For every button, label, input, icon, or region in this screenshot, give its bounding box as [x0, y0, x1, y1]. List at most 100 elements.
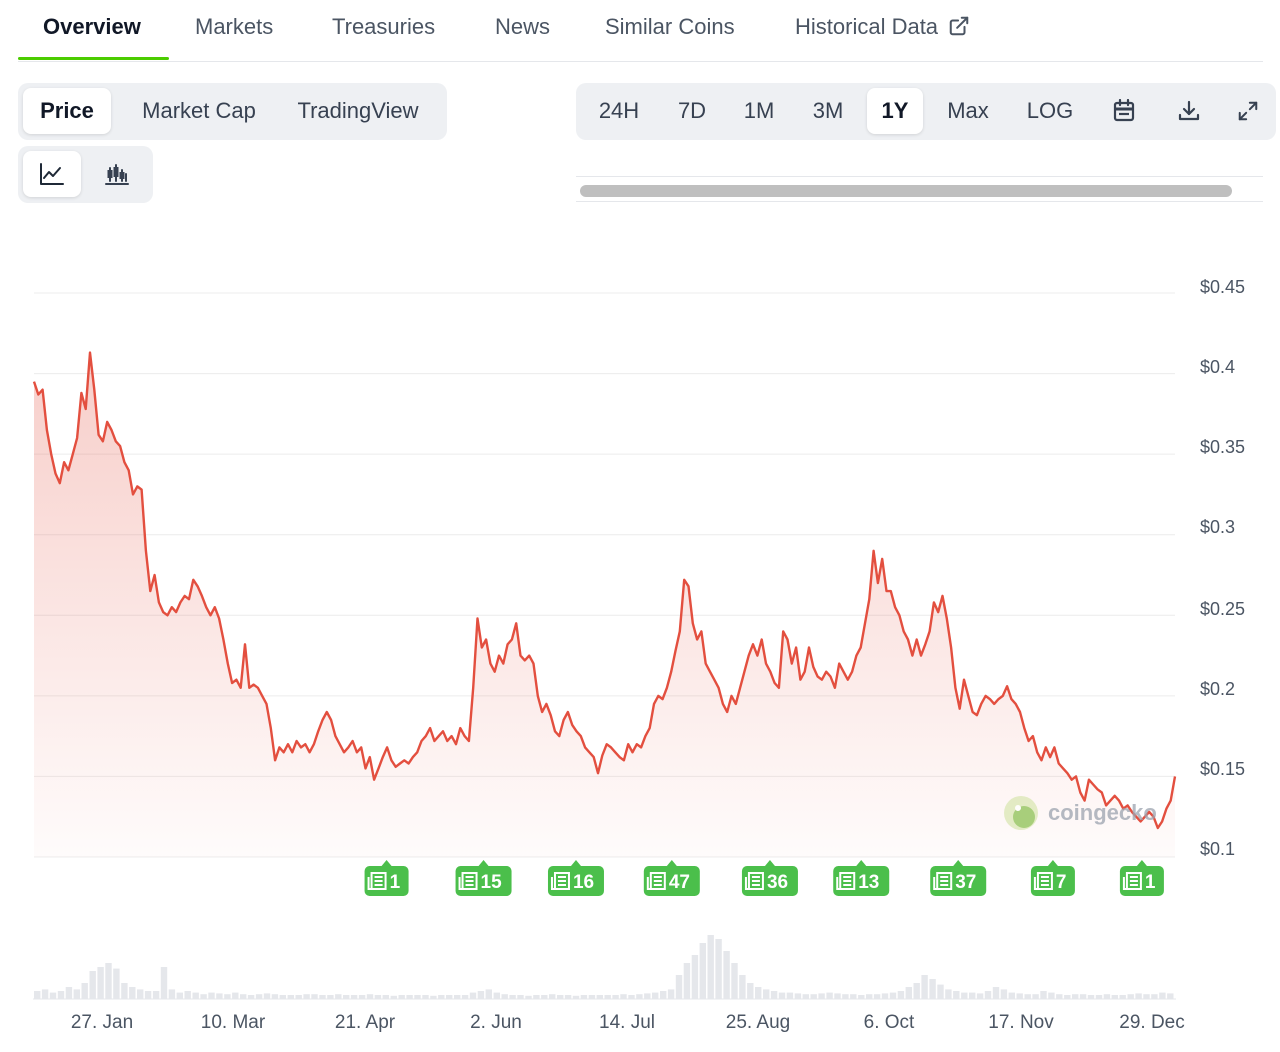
newspaper-icon — [646, 872, 666, 890]
volume-bar — [247, 995, 255, 999]
volume-bar — [279, 995, 286, 999]
news-count: 1 — [390, 872, 401, 893]
volume-bar — [755, 987, 762, 999]
date-range-button[interactable] — [1095, 88, 1153, 134]
volume-bar — [826, 992, 833, 999]
volume-bar — [65, 987, 73, 999]
volume-bar — [414, 995, 421, 999]
volume-bar — [1159, 992, 1166, 999]
news-count: 36 — [767, 872, 788, 893]
tab-overview[interactable]: Overview — [43, 14, 141, 39]
tab-price[interactable]: Price — [23, 88, 111, 134]
volume-bar — [1079, 994, 1087, 999]
y-tick-label: $0.15 — [1200, 759, 1245, 779]
tab-tradingview[interactable]: TradingView — [297, 98, 419, 123]
news-count: 13 — [858, 872, 879, 893]
news-marker[interactable]: 1 — [1119, 860, 1164, 896]
volume-bar — [406, 995, 413, 999]
news-badge-pointer — [856, 860, 867, 866]
range-1m[interactable]: 1M — [743, 98, 775, 123]
tab-news[interactable]: News — [495, 14, 551, 39]
volume-bar — [858, 995, 865, 999]
volume-bar — [493, 992, 500, 999]
volume-bar — [1143, 994, 1150, 999]
volume-bar — [232, 992, 239, 999]
volume-bar — [683, 963, 691, 999]
range-7d[interactable]: 7D — [677, 98, 707, 123]
volume-bar — [1167, 993, 1174, 999]
news-badge-pointer — [764, 860, 775, 866]
volume-bar — [105, 963, 112, 999]
volume-bar — [644, 993, 651, 999]
volume-bar — [866, 994, 873, 999]
volume-bar — [881, 993, 889, 999]
y-tick-label: $0.35 — [1200, 437, 1245, 457]
news-marker[interactable]: 16 — [547, 860, 604, 896]
volume-bar — [1008, 992, 1015, 999]
volume-bar — [794, 993, 802, 999]
range-1y[interactable]: 1Y — [867, 88, 923, 134]
navigator-scrollbar-thumb[interactable] — [580, 185, 1232, 197]
expand-icon — [1238, 101, 1258, 121]
tab-market-cap[interactable]: Market Cap — [142, 98, 256, 123]
external-link-icon — [949, 16, 969, 36]
volume-bar — [366, 994, 374, 999]
chart-view-toggle — [18, 146, 153, 203]
volume-bars — [34, 935, 1174, 999]
volume-bar — [374, 995, 382, 999]
news-marker[interactable]: 37 — [930, 860, 987, 896]
fullscreen-button[interactable] — [1224, 88, 1272, 134]
news-marker[interactable]: 13 — [833, 860, 890, 896]
news-marker[interactable]: 1 — [364, 860, 409, 896]
y-tick-label: $0.2 — [1200, 679, 1235, 699]
range-max[interactable]: Max — [947, 98, 989, 123]
news-marker[interactable]: 47 — [643, 860, 700, 896]
volume-bar — [707, 935, 714, 999]
volume-bar — [438, 995, 445, 999]
volume-bar — [49, 992, 57, 999]
volume-bar — [271, 994, 279, 999]
price-line — [32, 351, 1177, 830]
candlestick-view-button[interactable] — [88, 151, 146, 197]
x-tick-label: 21. Apr — [335, 1012, 396, 1033]
range-3m[interactable]: 3M — [812, 98, 844, 123]
volume-bar — [1016, 993, 1023, 999]
newspaper-icon — [744, 872, 764, 890]
volume-bar — [604, 995, 611, 999]
tab-historical-data[interactable]: Historical Data — [795, 14, 970, 40]
volume-bar — [200, 994, 207, 999]
volume-bar — [961, 992, 968, 999]
newspaper-icon — [367, 872, 387, 890]
news-marker[interactable]: 15 — [455, 860, 512, 896]
price-chart[interactable]: $0.45 $0.4 $0.35 $0.3 $0.25 $0.2 $0.15 $… — [0, 220, 1280, 1052]
volume-bar — [168, 989, 176, 999]
volume-bar — [723, 951, 730, 999]
volume-bar — [303, 994, 310, 999]
volume-bar — [97, 967, 104, 999]
range-24h[interactable]: 24H — [598, 98, 640, 123]
volume-bar — [842, 994, 849, 999]
download-button[interactable] — [1160, 88, 1218, 134]
volume-bar — [810, 994, 817, 999]
chart-navigator[interactable] — [576, 176, 1263, 202]
coingecko-logo-eye — [1015, 805, 1021, 811]
volume-bar — [311, 994, 318, 999]
line-view-button[interactable] — [23, 151, 81, 197]
volume-bar — [469, 992, 477, 999]
news-badge-pointer — [1047, 860, 1058, 866]
tab-treasuries[interactable]: Treasuries — [332, 14, 436, 39]
volume-bar — [446, 995, 453, 999]
volume-bar — [699, 943, 706, 999]
volume-bar — [1087, 995, 1095, 999]
news-marker[interactable]: 7 — [1030, 860, 1075, 896]
volume-bar — [327, 995, 334, 999]
volume-bar — [850, 994, 857, 999]
news-marker[interactable]: 36 — [741, 860, 798, 896]
log-scale-button[interactable]: LOG — [1026, 98, 1074, 123]
tab-similar-coins[interactable]: Similar Coins — [605, 14, 735, 39]
volume-bar — [557, 995, 564, 999]
volume-bar — [525, 995, 532, 999]
volume-bar — [897, 991, 905, 999]
tab-markets[interactable]: Markets — [195, 14, 274, 39]
news-badge-pointer — [381, 860, 392, 866]
